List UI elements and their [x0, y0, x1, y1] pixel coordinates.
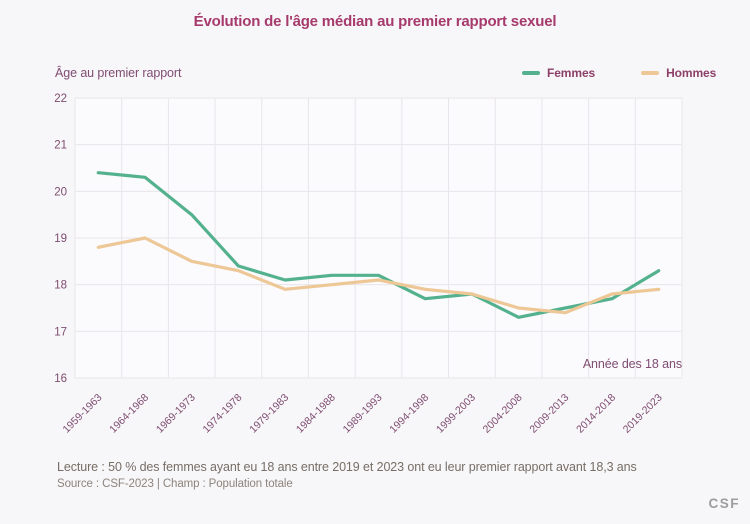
legend-label-femmes: Femmes	[547, 66, 596, 80]
footer-source-note: Source : CSF-2023 | Champ : Population t…	[57, 478, 293, 490]
x-tick-label: 2009-2013	[527, 392, 571, 436]
chart-title: Évolution de l'âge médian au premier rap…	[193, 13, 557, 30]
y-tick-label: 17	[54, 326, 67, 338]
footer-lecture-note: Lecture : 50 % des femmes ayant eu 18 an…	[57, 460, 637, 474]
x-tick-label: 2014-2018	[574, 392, 618, 436]
x-tick-label: 1999-2003	[434, 392, 478, 436]
x-tick-label: 2004-2008	[481, 392, 525, 436]
series-line-hommes	[96, 236, 661, 315]
y-tick-label: 18	[54, 280, 67, 292]
x-tick-label: 1974-1978	[201, 392, 245, 436]
x-tick-label: 1964-1968	[107, 392, 151, 436]
series-line-femmes	[96, 171, 661, 319]
y-tick-label: 16	[54, 373, 67, 385]
y-tick-label: 21	[54, 140, 67, 152]
line-chart: 22 21 20 19 18 17 16 1959-1963 1964-1968 1969-197…	[54, 93, 683, 436]
legend-item-hommes: Hommes	[641, 66, 716, 80]
x-tick-label: 1989-1993	[341, 392, 385, 436]
y-axis-title: Âge au premier rapport	[55, 66, 182, 80]
legend: Femmes Hommes	[522, 66, 716, 80]
y-tick-label: 20	[54, 186, 67, 198]
hommes-swatch-icon	[641, 70, 660, 76]
y-tick-label: 19	[54, 233, 67, 245]
x-tick-label: 1984-1988	[294, 392, 338, 436]
x-tick-label: 2019-2023	[621, 392, 665, 436]
x-tick-label: 1969-1973	[154, 392, 198, 436]
legend-label-hommes: Hommes	[666, 66, 717, 80]
csf-logo: CSF	[708, 496, 740, 511]
femmes-swatch-icon	[522, 70, 540, 76]
x-axis-note: Année des 18 ans	[582, 357, 682, 371]
legend-item-femmes: Femmes	[522, 66, 595, 80]
y-tick-label: 22	[54, 93, 67, 105]
x-tick-label: 1979-1983	[247, 392, 291, 436]
x-tick-label: 1994-1998	[387, 392, 431, 436]
x-tick-label: 1959-1963	[60, 392, 104, 436]
